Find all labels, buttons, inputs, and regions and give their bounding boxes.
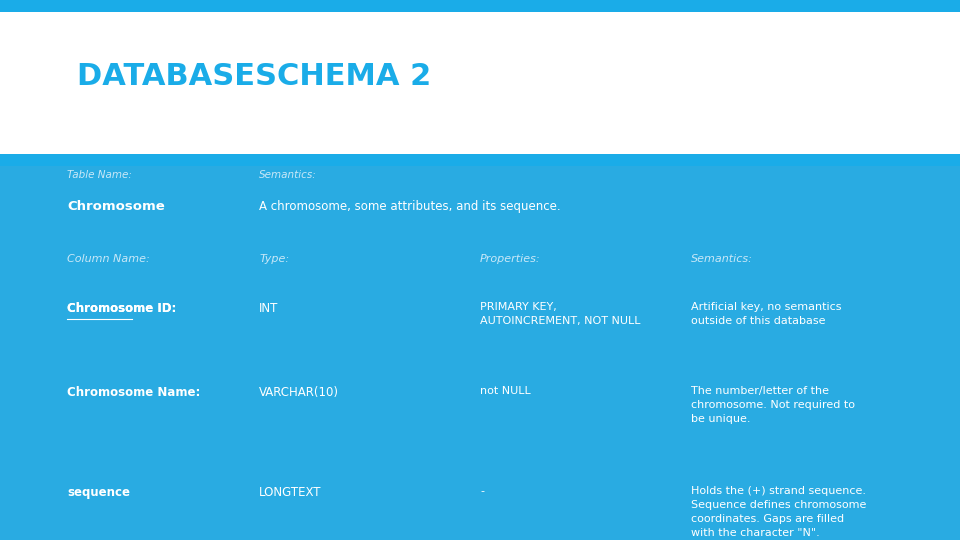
Text: Artificial key, no semantics
outside of this database: Artificial key, no semantics outside of … (691, 302, 842, 326)
Text: Semantics:: Semantics: (691, 254, 753, 264)
Text: Properties:: Properties: (480, 254, 540, 264)
Text: Column Name:: Column Name: (67, 254, 150, 264)
Text: Holds the (+) strand sequence.
Sequence defines chromosome
coordinates. Gaps are: Holds the (+) strand sequence. Sequence … (691, 486, 867, 538)
Text: Type:: Type: (259, 254, 289, 264)
Text: Table Name:: Table Name: (67, 170, 132, 180)
Text: A chromosome, some attributes, and its sequence.: A chromosome, some attributes, and its s… (259, 200, 561, 213)
Bar (0, 0, 960, 12)
Text: The number/letter of the
chromosome. Not required to
be unique.: The number/letter of the chromosome. Not… (691, 386, 855, 424)
Text: Chromosome: Chromosome (67, 200, 165, 213)
Text: -: - (480, 486, 484, 496)
Bar (0, 154, 960, 540)
Text: DATABASESCHEMA 2: DATABASESCHEMA 2 (77, 63, 431, 91)
Text: sequence: sequence (67, 486, 131, 499)
Bar (0, 154, 960, 166)
Text: LONGTEXT: LONGTEXT (259, 486, 322, 499)
Text: Chromosome Name:: Chromosome Name: (67, 386, 201, 399)
Text: PRIMARY KEY,
AUTOINCREMENT, NOT NULL: PRIMARY KEY, AUTOINCREMENT, NOT NULL (480, 302, 640, 326)
Text: not NULL: not NULL (480, 386, 531, 396)
Text: Chromosome ID:: Chromosome ID: (67, 302, 177, 315)
Text: INT: INT (259, 302, 278, 315)
Text: VARCHAR(10): VARCHAR(10) (259, 386, 339, 399)
Text: Chromosome ID:: Chromosome ID: (67, 302, 177, 315)
Text: Semantics:: Semantics: (259, 170, 317, 180)
